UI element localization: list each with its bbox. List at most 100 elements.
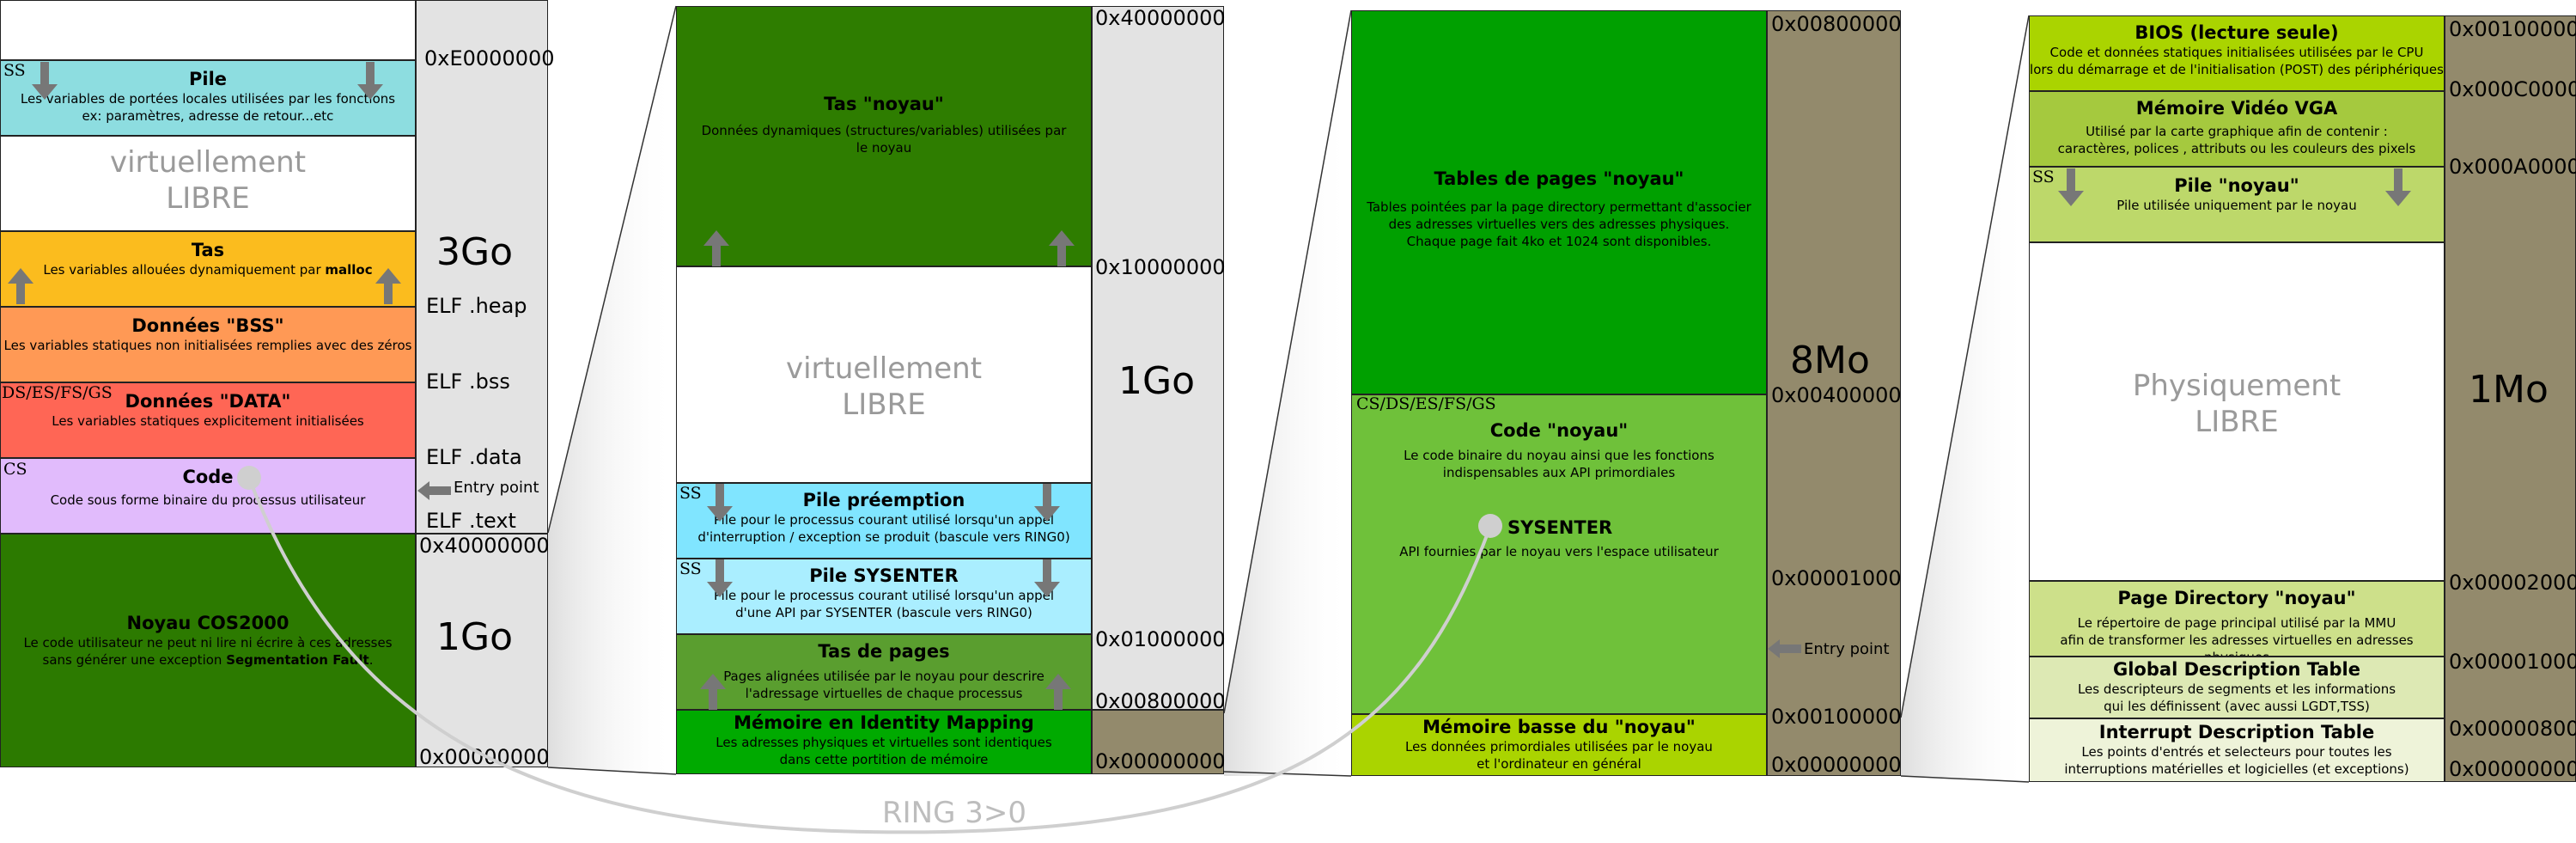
kernel-free-block [676, 266, 1092, 483]
pile-sysenter-block: Pile SYSENTER Pile pour le processus cou… [676, 559, 1092, 634]
seg-ss-sysenter: SS [679, 559, 702, 578]
bss-title: Données "BSS" [131, 315, 284, 336]
tas-desc-text: Les variables allouées dynamiquement par [43, 262, 326, 278]
seg-cs-kernel: CS/DS/ES/FS/GS [1356, 394, 1496, 413]
memoire-basse-desc-1: Les données primordiales utilisées par l… [1405, 739, 1713, 754]
zoom-line-3b [1900, 775, 2030, 783]
vga-block: Mémoire Vidéo VGA Utilisé par la carte g… [2029, 91, 2445, 167]
pile-sysenter-desc-2: d'une API par SYSENTER (bascule vers RIN… [735, 605, 1032, 620]
entry-point-col3: Entry point [1804, 640, 1890, 658]
addr-000a0000: 0x000A0000 [2449, 155, 2576, 179]
tas-noyau-block: Tas "noyau" Données dynamiques (structur… [676, 6, 1092, 266]
size-1go-col2: 1Go [1118, 359, 1196, 403]
gdt-desc-1: Les descripteurs de segments et les info… [2077, 681, 2396, 697]
user-free-label: virtuellement LIBRE [0, 144, 416, 217]
idt-desc-1: Les points d'entrés et selecteurs pour t… [2081, 744, 2392, 760]
idt-block: Interrupt Description Table Les points d… [2029, 718, 2445, 782]
tas-desc-malloc: malloc [325, 262, 373, 278]
pile-noyau-desc: Pile utilisée uniquement par le noyau [2116, 198, 2357, 213]
code-noyau-desc-2: indispensables aux API primordiales [1442, 465, 1676, 480]
pile-noyau-block: Pile "noyau" Pile utilisée uniquement pa… [2029, 167, 2445, 242]
vga-desc-2: caractères, polices , attributs ou les c… [2057, 141, 2416, 156]
data-block: Données "DATA" Les variables statiques e… [0, 382, 416, 458]
code-noyau-title: Code "noyau" [1489, 420, 1629, 441]
memoire-basse-block: Mémoire basse du "noyau" Les données pri… [1351, 714, 1767, 776]
elf-text: ELF .text [426, 509, 516, 533]
phys-free-line-2: LIBRE [2195, 405, 2279, 439]
page-directory-desc-2: afin de transformer les adresses virtuel… [2060, 632, 2414, 656]
user-free-block [0, 136, 416, 231]
entry-arrow-col3-shaft [1779, 644, 1801, 653]
phys-free-label: Physiquement LIBRE [2029, 368, 2445, 440]
size-1go-col1: 1Go [436, 615, 514, 659]
tables-pages-desc-3: Chaque page fait 4ko et 1024 sont dispon… [1406, 234, 1712, 249]
bios-title: BIOS (lecture seule) [2134, 22, 2339, 43]
page-directory-block: Page Directory "noyau" Le répertoire de … [2029, 581, 2445, 657]
addr-00100000-col4: 0x00100000 [2449, 17, 2576, 41]
zoom-funnel-3 [1901, 15, 2029, 782]
seg-ss-pile-noyau: SS [2032, 168, 2055, 186]
bss-block: Données "BSS" Les variables statiques no… [0, 307, 416, 382]
addr-00002000: 0x00002000 [2449, 571, 2576, 595]
tas-noyau-title: Tas "noyau" [824, 94, 944, 114]
elf-data: ELF .data [426, 445, 522, 469]
kernel-free-line-2: LIBRE [842, 388, 926, 422]
tas-pages-desc-1: Pages alignées utilisée par le noyau pou… [723, 669, 1044, 684]
tables-pages-desc-1: Tables pointées par la page directory pe… [1367, 199, 1751, 215]
code-user-block: Code Code sous forme binaire du processu… [0, 458, 416, 534]
size-8mo: 8Mo [1790, 339, 1870, 382]
tas-pages-block: Tas de pages Pages alignées utilisée par… [676, 634, 1092, 710]
seg-ds-user: DS/ES/FS/GS [2, 383, 113, 402]
tas-block: Tas Les variables allouées dynamiquement… [0, 231, 416, 307]
noyau-desc-2-suffix: . [368, 652, 374, 668]
addr-00100000-col3: 0x00100000 [1771, 705, 1902, 729]
pile-title: Pile [188, 69, 228, 89]
kernel-free-label: virtuellement LIBRE [676, 351, 1092, 423]
tas-pages-title: Tas de pages [818, 641, 950, 662]
zoom-line-3a [1900, 15, 2030, 718]
addr-00400000: 0x00400000 [1771, 383, 1902, 407]
data-title: Données "DATA" [125, 391, 291, 412]
phys-free-line-1: Physiquement [2132, 369, 2342, 403]
addr-00001000-col3: 0x00001000 [1771, 566, 1902, 590]
col4-addr-bar [2445, 15, 2576, 782]
gdt-desc-2: qui les définissent (avec aussi LGDT,TSS… [2104, 699, 2370, 714]
seg-cs-user: CS [3, 460, 27, 479]
addr-10000000: 0x10000000 [1095, 255, 1226, 279]
pile-preemption-desc-1: Pile pour le processus courant utilisé l… [713, 512, 1055, 528]
addr-00800000-col3: 0x00800000 [1771, 12, 1902, 36]
entry-arrow-col1-shaft [429, 486, 451, 495]
entry-arrow-col1 [417, 481, 429, 500]
tas-noyau-desc-1: Données dynamiques (structures/variables… [701, 123, 1067, 138]
user-free-line-1: virtuellement [109, 145, 307, 180]
noyau-desc-2: sans générer une exception Segmentation … [1, 651, 415, 669]
tas-noyau-desc-2: le noyau [856, 140, 912, 156]
addr-00000000-col4: 0x00000000 [2449, 757, 2576, 781]
bios-block: BIOS (lecture seule) Code et données sta… [2029, 15, 2445, 91]
pile-desc-1: Les variables de portées locales utilisé… [20, 91, 396, 107]
seg-ss-user: SS [3, 61, 26, 80]
tas-pages-desc-2: l'adressage virtuelles de chaque process… [745, 686, 1023, 701]
entry-arrow-col3 [1768, 639, 1780, 658]
memoire-basse-title: Mémoire basse du "noyau" [1422, 717, 1696, 737]
pile-preemption-desc-2: d'interruption / exception se produit (b… [697, 529, 1070, 545]
entry-point-col1: Entry point [454, 479, 539, 497]
size-3go: 3Go [436, 230, 514, 274]
identity-mapping-title: Mémoire en Identity Mapping [734, 712, 1034, 733]
noyau-desc-2-bold: Segmentation Fault [226, 652, 369, 668]
tables-pages-desc-2: des adresses virtuelles vers des adresse… [1388, 217, 1730, 232]
addr-00001000-col4: 0x00001000 [2449, 650, 2576, 674]
addr-000c0000: 0x000C0000 [2449, 77, 2576, 101]
idt-title: Interrupt Description Table [2098, 722, 2375, 742]
idt-desc-2: interruptions matérielles et logicielles… [2064, 761, 2409, 777]
pile-noyau-title: Pile "noyau" [2174, 175, 2299, 196]
code-user-desc: Code sous forme binaire du processus uti… [50, 492, 366, 508]
noyau-block: Noyau COS2000 Le code utilisateur ne peu… [0, 534, 416, 767]
ring-label: RING 3>0 [882, 796, 1026, 830]
identity-mapping-block: Mémoire en Identity Mapping Les adresses… [676, 710, 1092, 774]
seg-ss-preemption: SS [679, 484, 702, 503]
addr-00000000-col2: 0x00000000 [1095, 749, 1226, 773]
col1-addr-bar-user [416, 0, 548, 534]
vga-desc-1: Utilisé par la carte graphique afin de c… [2086, 124, 2388, 139]
user-free-line-2: LIBRE [166, 181, 250, 216]
